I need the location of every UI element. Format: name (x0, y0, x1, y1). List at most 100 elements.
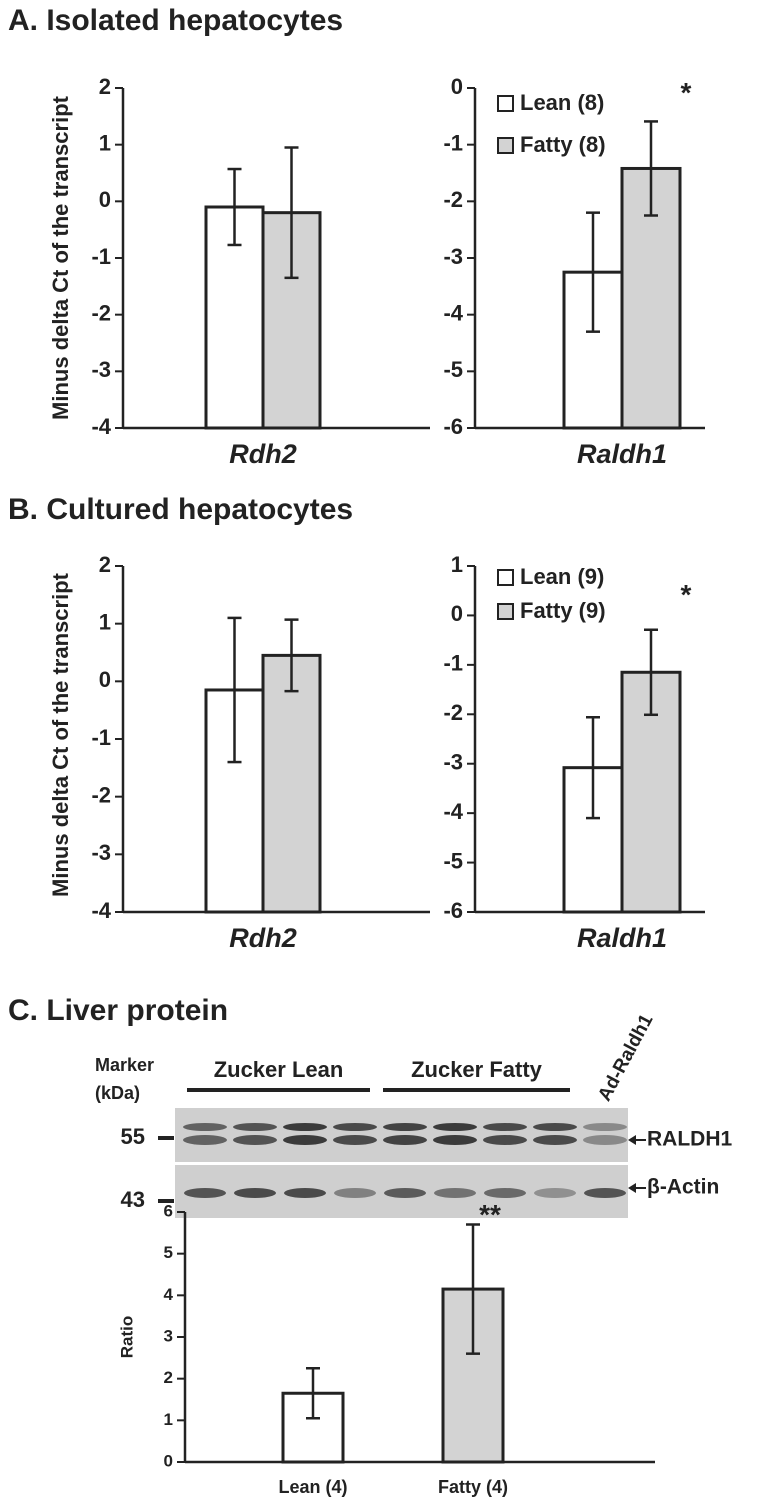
y-tick-label: 1 (164, 1410, 173, 1429)
y-tick-label: -4 (91, 414, 111, 439)
band-label: β-Actin (647, 1176, 719, 1199)
blot-band (584, 1188, 626, 1198)
x-tick-label: Raldh1 (577, 439, 667, 469)
y-tick-label: -1 (443, 651, 463, 676)
y-tick-label: -4 (91, 898, 111, 923)
y-tick-label: 0 (164, 1451, 173, 1470)
y-tick-label: -6 (443, 898, 463, 923)
legend-label: Fatty (8) (520, 132, 606, 157)
x-tick-label: Lean (4) (278, 1477, 347, 1497)
legend-swatch (497, 95, 514, 112)
band-arrow-head (628, 1135, 636, 1145)
panel-title: B. Cultured hepatocytes (8, 493, 353, 526)
legend-swatch (497, 137, 514, 154)
blot-band (433, 1123, 477, 1131)
y-tick-label: -5 (443, 357, 463, 382)
y-tick-label: 0 (451, 601, 463, 626)
blot-band (283, 1123, 327, 1131)
y-tick-label: 2 (99, 74, 111, 99)
blot-band (183, 1135, 227, 1145)
blot-band (384, 1188, 426, 1198)
blot-band (534, 1188, 576, 1198)
bar (261, 653, 322, 914)
blot-band (283, 1135, 327, 1145)
y-tick-label: -3 (443, 750, 463, 775)
legend-swatch (497, 603, 514, 620)
y-tick-label: -1 (91, 725, 111, 750)
band-arrow-head (628, 1183, 636, 1193)
y-tick-label: 2 (99, 552, 111, 577)
y-tick-label: -2 (443, 187, 463, 212)
y-axis-label: Minus delta Ct of the transcript (48, 572, 73, 897)
significance-mark: ** (479, 1199, 501, 1230)
panel-title: C. Liver protein (8, 994, 228, 1027)
y-tick-label: -5 (443, 848, 463, 873)
band-label: RALDH1 (647, 1128, 732, 1151)
y-tick-label: -6 (443, 414, 463, 439)
blot-strip (175, 1108, 628, 1162)
y-axis-label: Ratio (117, 1316, 136, 1359)
x-tick-label: Rdh2 (229, 923, 297, 953)
blot-band (334, 1188, 376, 1198)
blot-band (533, 1123, 577, 1131)
legend-label: Lean (8) (520, 90, 604, 115)
y-axis-label: Minus delta Ct of the transcript (48, 95, 73, 420)
blot-band (583, 1123, 627, 1131)
x-tick-label: Fatty (4) (438, 1477, 508, 1497)
y-tick-label: 6 (164, 1201, 173, 1220)
blot-band (184, 1188, 226, 1198)
y-tick-label: 0 (99, 667, 111, 692)
x-tick-label: Rdh2 (229, 439, 297, 469)
y-tick-label: 0 (99, 187, 111, 212)
blot-band (233, 1123, 277, 1131)
legend-swatch (497, 569, 514, 586)
y-tick-label: 1 (99, 130, 111, 155)
blot-band (533, 1135, 577, 1145)
y-tick-label: 1 (451, 552, 463, 577)
blot-band (383, 1123, 427, 1131)
y-tick-label: -4 (443, 799, 463, 824)
y-tick-label: -3 (91, 357, 111, 382)
y-tick-label: -2 (91, 300, 111, 325)
blot-band (284, 1188, 326, 1198)
significance-mark: * (681, 77, 692, 108)
legend-label: Lean (9) (520, 564, 604, 589)
legend-label: Fatty (9) (520, 598, 606, 623)
y-tick-label: 5 (164, 1243, 173, 1262)
blot-band (583, 1135, 627, 1145)
blot-band (383, 1135, 427, 1145)
x-tick-label: Raldh1 (577, 923, 667, 953)
blot-band (433, 1135, 477, 1145)
y-tick-label: -3 (443, 244, 463, 269)
marker-size: 43 (121, 1187, 145, 1212)
blot-band (183, 1123, 227, 1131)
marker-size: 55 (121, 1124, 145, 1149)
y-tick-label: -1 (91, 244, 111, 269)
blot-band (484, 1188, 526, 1198)
marker-label: (kDa) (95, 1083, 140, 1103)
blot-band (233, 1135, 277, 1145)
panel-title: A. Isolated hepatocytes (8, 4, 343, 37)
blot-band (333, 1135, 377, 1145)
y-tick-label: -2 (443, 700, 463, 725)
marker-label: Marker (95, 1055, 154, 1075)
y-tick-label: 4 (164, 1285, 174, 1304)
blot-band (234, 1188, 276, 1198)
y-tick-label: 0 (451, 74, 463, 99)
group-label: Zucker Fatty (411, 1057, 543, 1082)
y-tick-label: 1 (99, 609, 111, 634)
y-tick-label: -1 (443, 130, 463, 155)
significance-mark: * (681, 579, 692, 610)
y-tick-label: 3 (164, 1326, 173, 1345)
blot-band (333, 1123, 377, 1131)
group-label: Zucker Lean (214, 1057, 344, 1082)
y-tick-label: -4 (443, 300, 463, 325)
lane-label: Ad-Raldh1 (594, 1011, 657, 1105)
y-tick-label: -3 (91, 840, 111, 865)
blot-band (483, 1135, 527, 1145)
y-tick-label: 2 (164, 1368, 173, 1387)
y-tick-label: -2 (91, 782, 111, 807)
blot-band (483, 1123, 527, 1131)
blot-band (434, 1188, 476, 1198)
